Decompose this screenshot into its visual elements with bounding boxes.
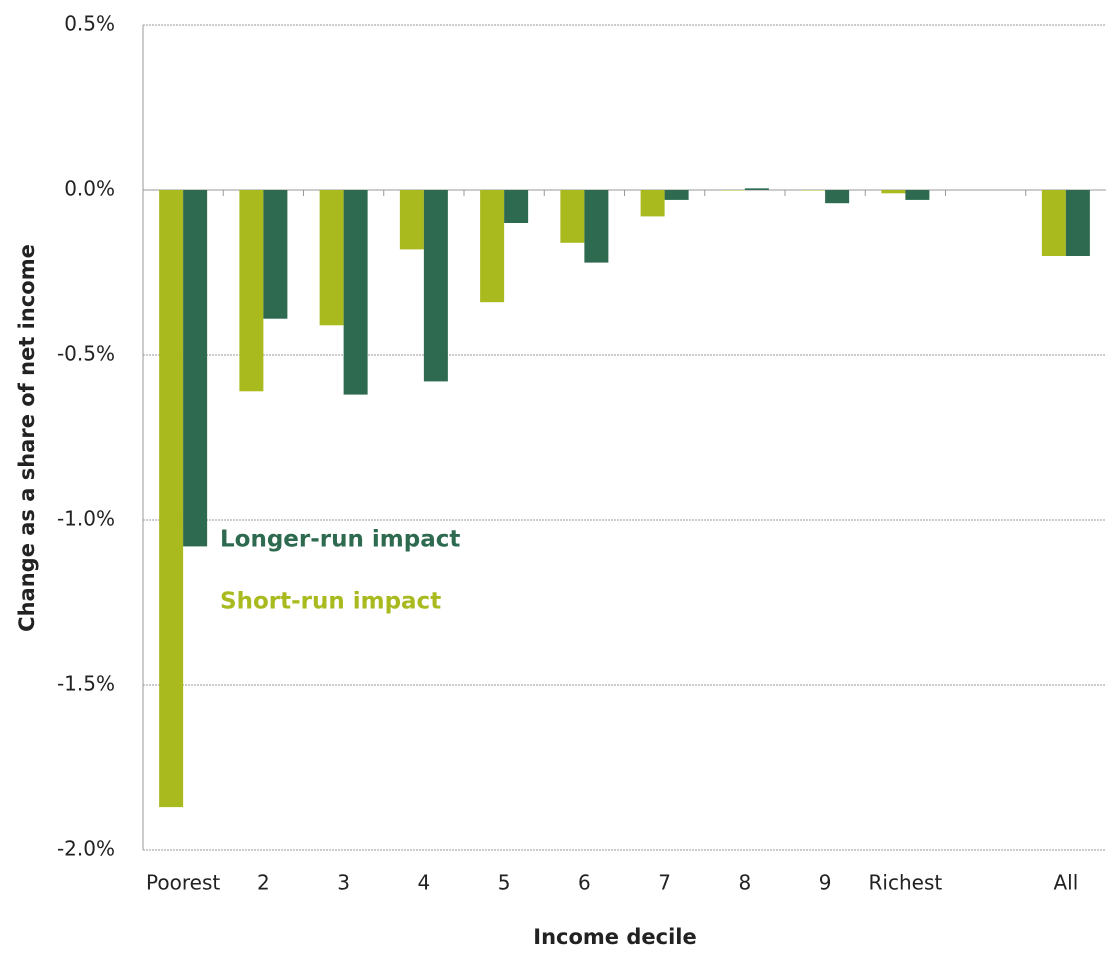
x-tick-label: 5: [498, 871, 511, 895]
legend-label: Short-run impact: [220, 589, 441, 615]
bar: [905, 190, 930, 200]
bar: [881, 190, 906, 194]
y-tick-label: -2.0%: [57, 837, 115, 861]
bar: [1065, 190, 1090, 256]
bar: [239, 190, 264, 392]
bar: [480, 190, 505, 303]
x-tick-label: Poorest: [146, 871, 220, 895]
x-tick-label: 3: [337, 871, 350, 895]
bar: [159, 190, 184, 808]
bar: [504, 190, 529, 223]
bar: [744, 188, 769, 190]
y-tick-label: -1.0%: [57, 507, 115, 531]
x-tick-label: 6: [578, 871, 591, 895]
y-tick-label: -0.5%: [57, 342, 115, 366]
bar: [399, 190, 424, 250]
x-tick-label: 4: [418, 871, 431, 895]
bar: [801, 190, 826, 191]
y-tick-label: -1.5%: [57, 672, 115, 696]
x-tick-label: All: [1053, 871, 1078, 895]
bar: [343, 190, 368, 395]
x-axis-label: Income decile: [533, 925, 696, 949]
bar: [584, 190, 609, 263]
bar: [319, 190, 344, 326]
x-tick-label: 2: [257, 871, 270, 895]
bar: [825, 190, 850, 204]
y-tick-label: 0.5%: [64, 12, 115, 36]
x-tick-label: 8: [739, 871, 752, 895]
bar: [263, 190, 288, 319]
bar: [640, 190, 665, 217]
y-tick-label: 0.0%: [64, 177, 115, 201]
x-tick-label: Richest: [869, 871, 943, 895]
x-tick-label: 9: [819, 871, 832, 895]
y-axis-label: Change as a share of net income: [15, 244, 39, 632]
bar: [1041, 190, 1066, 256]
bar: [720, 190, 745, 191]
bar: [664, 190, 689, 200]
bar: [183, 190, 208, 547]
x-tick-label: 7: [658, 871, 671, 895]
legend-label: Longer-run impact: [220, 527, 460, 553]
bar: [560, 190, 585, 243]
bar: [423, 190, 448, 382]
